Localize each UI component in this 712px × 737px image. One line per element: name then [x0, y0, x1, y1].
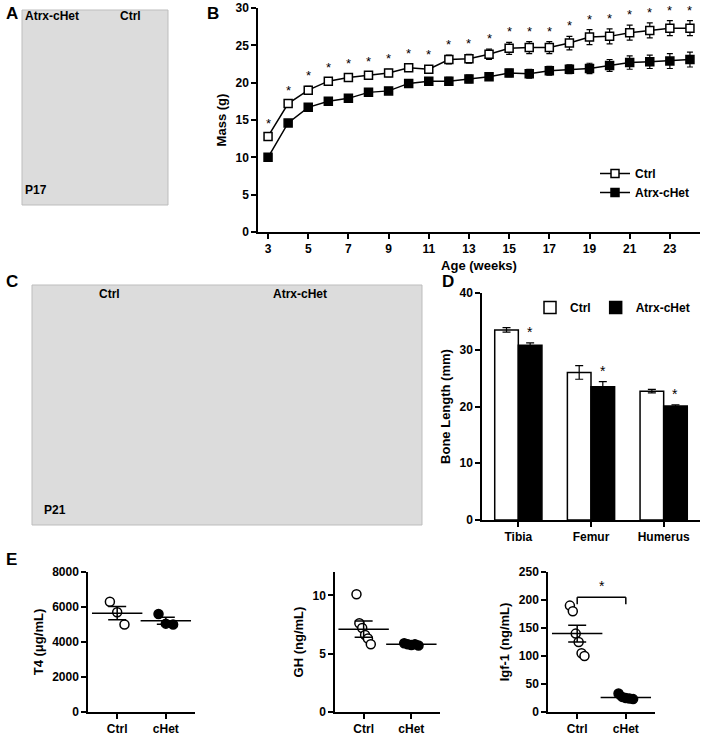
svg-text:*: *	[507, 24, 512, 39]
svg-text:5: 5	[305, 242, 312, 256]
svg-text:0: 0	[72, 705, 79, 719]
svg-text:*: *	[446, 37, 451, 52]
svg-text:150: 150	[519, 621, 539, 635]
svg-text:*: *	[547, 24, 552, 39]
svg-text:Atrx-cHet: Atrx-cHet	[273, 287, 327, 301]
svg-text:Ctrl: Ctrl	[567, 722, 588, 736]
svg-text:*: *	[286, 83, 291, 98]
svg-text:*: *	[406, 46, 411, 61]
svg-text:6000: 6000	[52, 600, 79, 614]
svg-text:5: 5	[319, 647, 326, 661]
svg-text:Ctrl: Ctrl	[570, 301, 591, 315]
svg-text:*: *	[306, 68, 311, 83]
svg-text:*: *	[687, 3, 692, 18]
svg-text:7: 7	[345, 242, 352, 256]
svg-text:P17: P17	[25, 183, 47, 197]
svg-text:0: 0	[532, 705, 539, 719]
svg-text:20: 20	[235, 76, 249, 90]
svg-text:100: 100	[519, 649, 539, 663]
svg-text:Ctrl: Ctrl	[120, 9, 141, 23]
svg-text:30: 30	[235, 1, 249, 15]
svg-text:*: *	[346, 56, 351, 71]
svg-text:50: 50	[525, 677, 539, 691]
svg-text:250: 250	[519, 565, 539, 579]
svg-text:5: 5	[242, 188, 249, 202]
svg-text:3: 3	[265, 242, 272, 256]
svg-text:B: B	[207, 4, 219, 23]
svg-text:A: A	[6, 4, 18, 23]
svg-text:15: 15	[502, 242, 516, 256]
svg-text:10: 10	[312, 589, 326, 603]
svg-text:0: 0	[319, 705, 326, 719]
svg-text:Bone Length (mm): Bone Length (mm)	[438, 349, 453, 464]
svg-text:*: *	[567, 18, 572, 33]
svg-text:*: *	[667, 3, 672, 18]
svg-text:*: *	[426, 47, 431, 62]
svg-text:Humerus: Humerus	[638, 530, 690, 544]
svg-text:19: 19	[583, 242, 597, 256]
svg-text:*: *	[527, 324, 533, 340]
svg-text:10: 10	[235, 151, 249, 165]
svg-text:T4 (μg/mL): T4 (μg/mL)	[31, 609, 46, 675]
svg-text:P21: P21	[44, 503, 66, 517]
svg-text:Mass (g): Mass (g)	[214, 94, 229, 147]
svg-text:8000: 8000	[52, 565, 79, 579]
svg-text:*: *	[672, 386, 678, 402]
svg-text:Atrx-cHet: Atrx-cHet	[635, 186, 689, 200]
svg-text:E: E	[6, 550, 17, 569]
svg-text:*: *	[600, 363, 606, 379]
svg-text:10: 10	[459, 456, 473, 470]
svg-text:GH (ng/mL): GH (ng/mL)	[291, 607, 306, 678]
svg-text:*: *	[647, 5, 652, 20]
svg-text:*: *	[487, 31, 492, 46]
svg-text:Ctrl: Ctrl	[107, 722, 128, 736]
svg-text:0: 0	[242, 225, 249, 239]
svg-text:23: 23	[663, 242, 677, 256]
svg-text:30: 30	[459, 343, 473, 357]
svg-text:*: *	[386, 51, 391, 66]
svg-text:13: 13	[462, 242, 476, 256]
svg-text:cHet: cHet	[613, 722, 639, 736]
svg-text:Ctrl: Ctrl	[353, 722, 374, 736]
svg-text:D: D	[442, 272, 454, 291]
svg-text:Ctrl: Ctrl	[635, 167, 656, 181]
svg-text:*: *	[587, 12, 592, 27]
svg-text:*: *	[527, 24, 532, 39]
svg-text:9: 9	[385, 242, 392, 256]
svg-text:*: *	[599, 578, 605, 594]
svg-text:200: 200	[519, 593, 539, 607]
svg-text:*: *	[627, 7, 632, 22]
svg-text:Femur: Femur	[573, 530, 610, 544]
svg-text:*: *	[607, 11, 612, 26]
svg-text:15: 15	[235, 113, 249, 127]
svg-text:Atrx-cHet: Atrx-cHet	[636, 301, 690, 315]
svg-text:40: 40	[459, 286, 473, 300]
svg-text:*: *	[366, 54, 371, 69]
svg-text:Tibia: Tibia	[504, 530, 532, 544]
svg-text:2000: 2000	[52, 670, 79, 684]
svg-text:20: 20	[459, 400, 473, 414]
svg-text:*: *	[326, 60, 331, 75]
svg-text:Age (weeks): Age (weeks)	[441, 258, 517, 273]
svg-text:21: 21	[623, 242, 637, 256]
svg-text:C: C	[6, 272, 18, 291]
svg-text:17: 17	[543, 242, 557, 256]
svg-text:cHet: cHet	[153, 722, 179, 736]
svg-text:0: 0	[466, 513, 473, 527]
svg-text:4000: 4000	[52, 635, 79, 649]
svg-text:25: 25	[235, 39, 249, 53]
svg-text:11: 11	[422, 242, 435, 256]
svg-text:cHet: cHet	[398, 722, 424, 736]
svg-text:Igf-1 (ng/mL): Igf-1 (ng/mL)	[497, 603, 512, 682]
svg-text:Ctrl: Ctrl	[99, 287, 120, 301]
svg-text:Atrx-cHet: Atrx-cHet	[25, 9, 79, 23]
svg-text:*: *	[466, 36, 471, 51]
svg-text:*: *	[266, 116, 271, 131]
